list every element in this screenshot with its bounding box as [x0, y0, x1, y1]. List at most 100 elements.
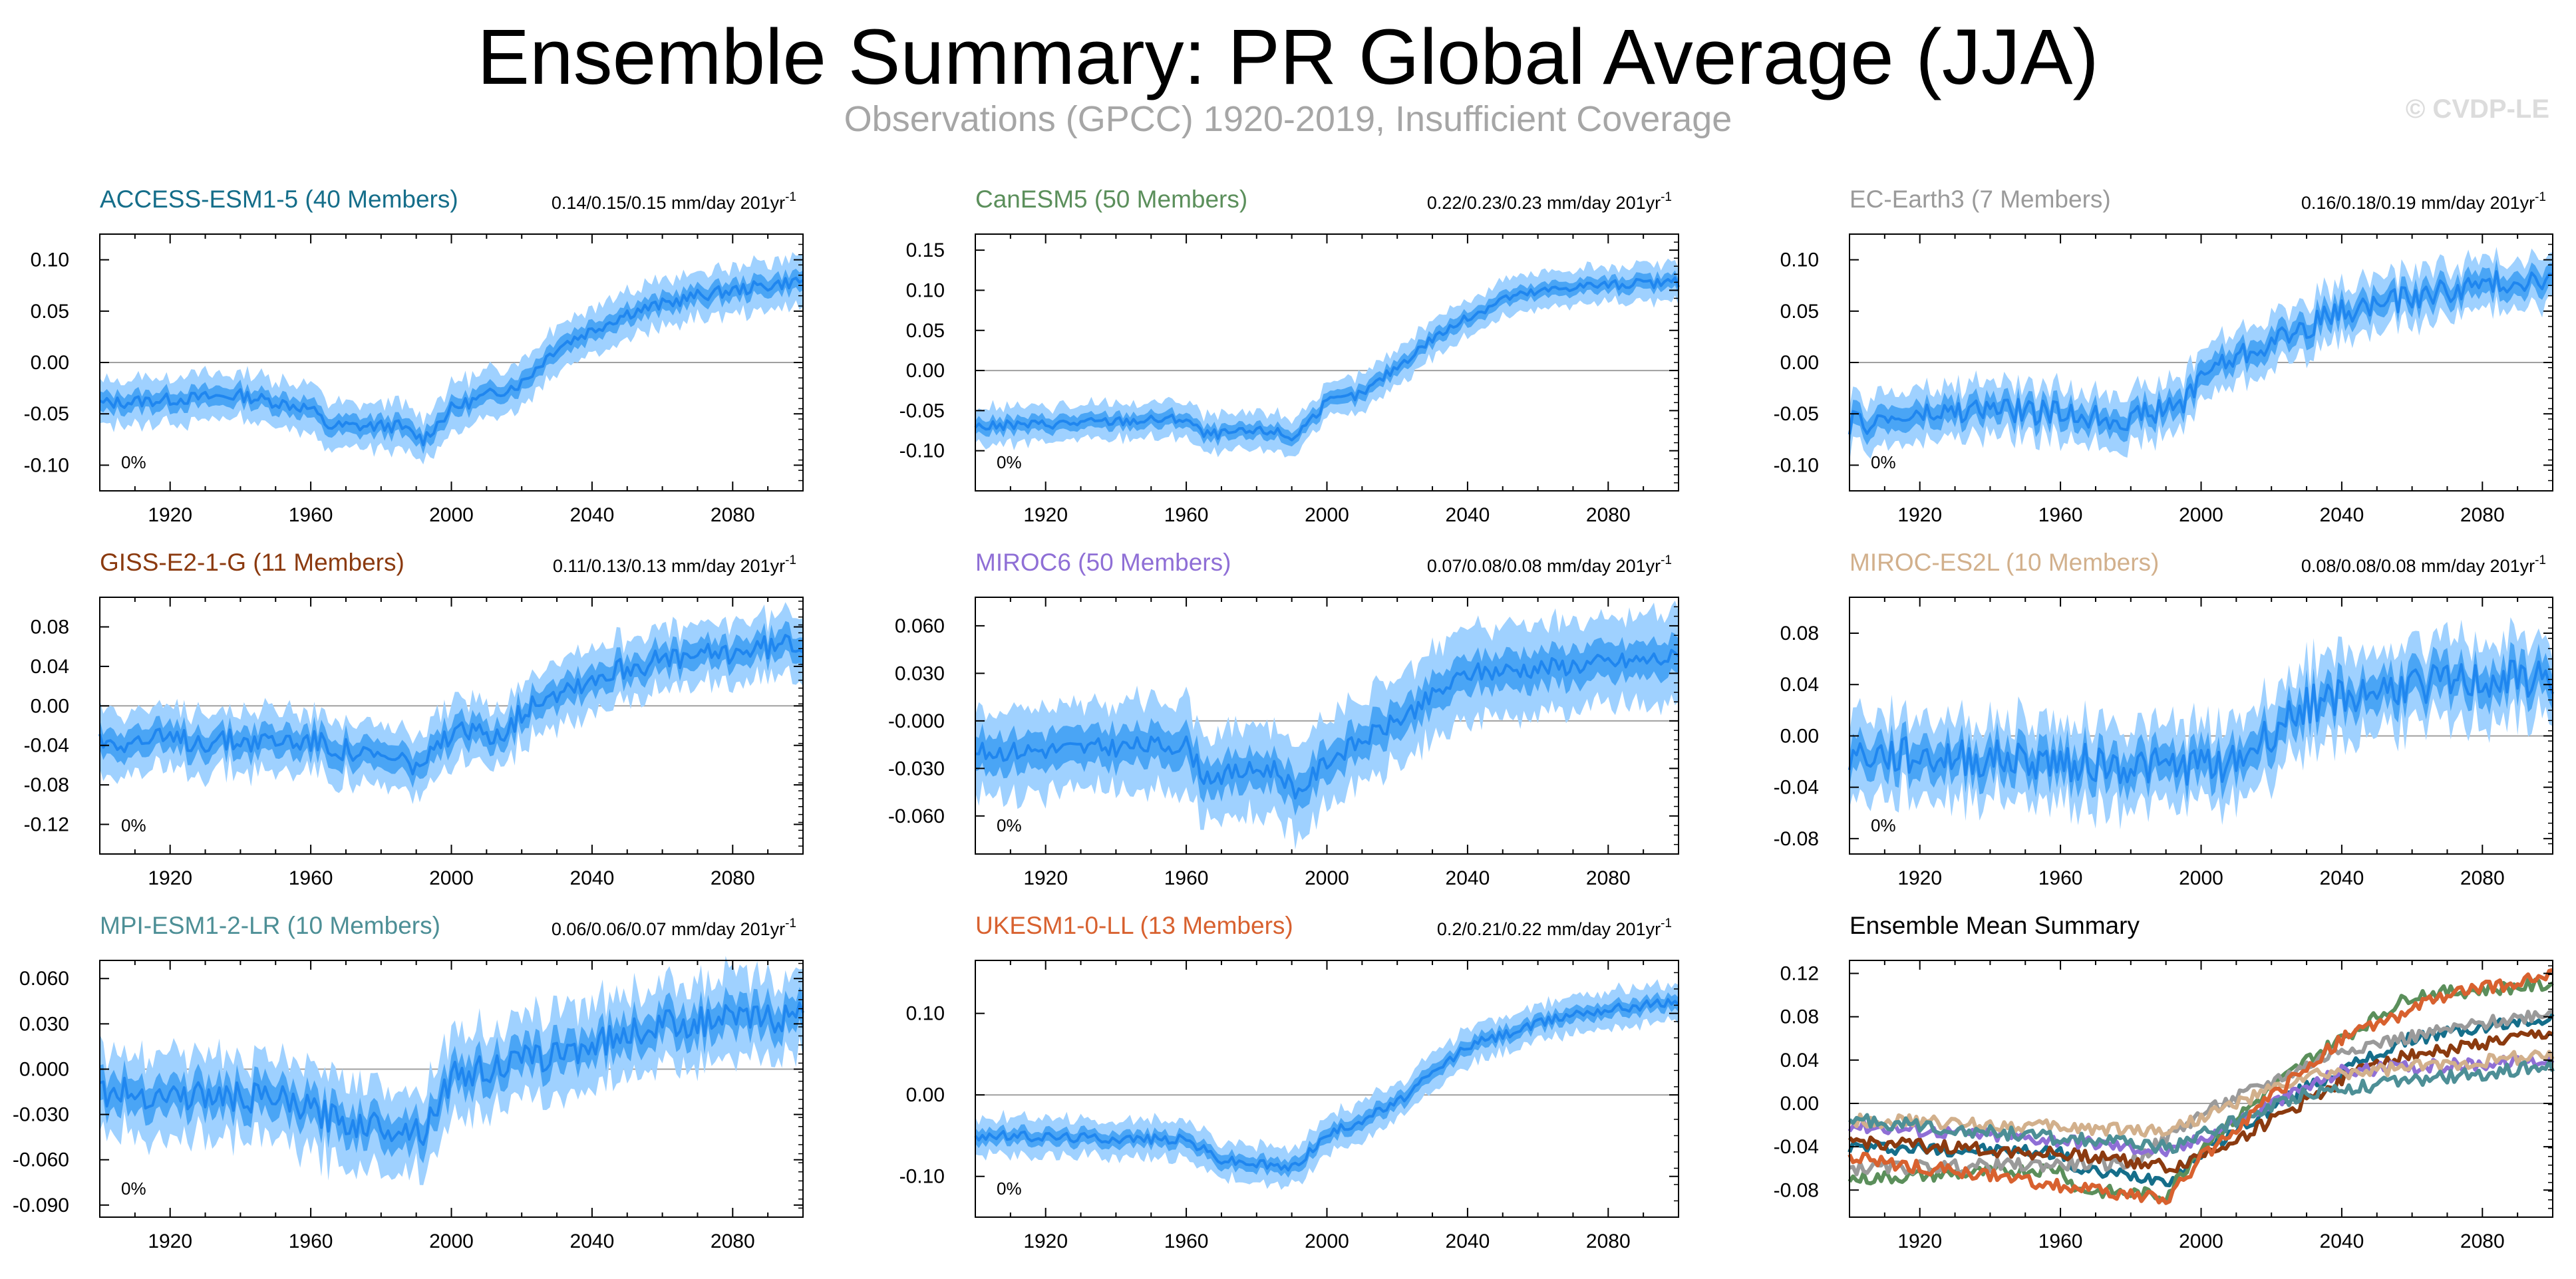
- spread-band-inner: [975, 632, 1679, 816]
- trend-exponent: -1: [785, 553, 796, 567]
- x-tick-label: 2080: [2460, 504, 2505, 526]
- ensemble-mean-line: [975, 648, 1680, 800]
- x-tick-label: 1920: [148, 1230, 192, 1252]
- ensemble-mean-line: [1848, 270, 2553, 435]
- x-tick-label: 2040: [1446, 1230, 1490, 1252]
- x-tick-label: 1920: [1023, 1230, 1068, 1252]
- x-tick-label: 1960: [289, 504, 333, 526]
- x-tick-label: 2000: [1305, 504, 1349, 526]
- trend-exponent: -1: [1661, 190, 1672, 204]
- trend-label: 0.06/0.06/0.07 mm/day 201yr-1: [552, 917, 796, 939]
- trend-exponent: -1: [785, 190, 796, 204]
- x-tick-label: 1960: [1164, 867, 1209, 889]
- chart-panel: MPI-ESM1-2-LR (10 Members) 0.06/0.06/0.07…: [13, 912, 804, 1252]
- trend-value: 0.07/0.08/0.08 mm/day 201yr: [1427, 556, 1661, 576]
- series-line: [1848, 977, 2554, 1204]
- y-tick-label: 0.10: [31, 249, 69, 271]
- x-tick-label: 1920: [1023, 867, 1068, 889]
- y-tick-label: 0.10: [906, 279, 945, 301]
- ensemble-mean-line: [974, 276, 1680, 442]
- y-tick-label: -0.10: [1774, 454, 1819, 476]
- trend-label: 0.2/0.21/0.22 mm/day 201yr-1: [1437, 917, 1672, 939]
- y-tick-label: -0.10: [24, 454, 69, 476]
- x-tick-label: 2000: [429, 504, 474, 526]
- panel-title: Ensemble Mean Summary: [1850, 912, 2140, 939]
- y-tick-label: 0.08: [1780, 623, 1819, 644]
- y-tick-label: 0.00: [1780, 1093, 1819, 1115]
- spread-band-outer: [975, 601, 1679, 850]
- y-tick-label: 0.08: [1780, 1006, 1819, 1028]
- y-tick-label: 0.04: [1780, 674, 1819, 696]
- x-tick-label: 2040: [570, 1230, 615, 1252]
- trend-exponent: -1: [1661, 917, 1672, 930]
- y-tick-label: -0.05: [24, 403, 69, 425]
- coverage-label: 0%: [997, 452, 1022, 472]
- chart-panel: MIROC-ES2L (10 Members) 0.08/0.08/0.08 mm…: [1774, 549, 2554, 889]
- spread-band-outer: [975, 258, 1679, 458]
- x-tick-label: 2000: [429, 867, 474, 889]
- x-tick-label: 2080: [1586, 867, 1631, 889]
- page-subtitle: Observations (GPCC) 1920-2019, Insuffici…: [844, 99, 1732, 139]
- y-tick-label: -0.000: [888, 710, 945, 732]
- trend-value: 0.22/0.23/0.23 mm/day 201yr: [1427, 193, 1661, 213]
- y-tick-label: -0.090: [13, 1195, 69, 1216]
- trend-value: 0.14/0.15/0.15 mm/day 201yr: [552, 193, 785, 213]
- x-tick-label: 2000: [1305, 1230, 1349, 1252]
- panel-title: MIROC6 (50 Members): [975, 549, 1231, 576]
- coverage-label: 0%: [121, 815, 146, 835]
- spread-band-outer: [1850, 617, 2553, 830]
- x-tick-label: 2040: [2320, 504, 2364, 526]
- y-tick-label: 0.00: [906, 360, 945, 382]
- trend-value: 0.2/0.21/0.22 mm/day 201yr: [1437, 919, 1661, 939]
- y-tick-label: -0.060: [888, 805, 945, 827]
- panel-title: MIROC-ES2L (10 Members): [1850, 549, 2159, 576]
- y-tick-label: -0.04: [1774, 777, 1819, 799]
- trend-label: 0.16/0.18/0.19 mm/day 201yr-1: [2301, 190, 2546, 213]
- x-tick-label: 2040: [2320, 1230, 2364, 1252]
- x-tick-label: 2000: [2179, 504, 2223, 526]
- trend-label: 0.07/0.08/0.08 mm/day 201yr-1: [1427, 553, 1672, 576]
- trend-exponent: -1: [785, 917, 796, 930]
- coverage-label: 0%: [1871, 815, 1896, 835]
- x-tick-label: 1960: [2038, 504, 2083, 526]
- chart-panel: MIROC6 (50 Members) 0.07/0.08/0.08 mm/day…: [888, 549, 1680, 889]
- x-tick-label: 2000: [429, 1230, 474, 1252]
- panel-title: MPI-ESM1-2-LR (10 Members): [100, 912, 440, 939]
- x-tick-label: 1920: [1897, 1230, 1942, 1252]
- y-tick-label: -0.05: [1774, 403, 1819, 425]
- x-tick-label: 1920: [1023, 504, 1068, 526]
- y-tick-label: 0.060: [19, 968, 69, 990]
- trend-value: 0.06/0.06/0.07 mm/day 201yr: [552, 919, 785, 939]
- y-tick-label: -0.08: [24, 774, 69, 796]
- x-tick-label: 2000: [2179, 1230, 2223, 1252]
- y-tick-label: 0.060: [895, 615, 945, 637]
- y-tick-label: 0.00: [906, 1084, 945, 1106]
- panel-title: UKESM1-0-LL (13 Members): [975, 912, 1293, 939]
- series-line: [1848, 1060, 2555, 1154]
- y-tick-label: 0.05: [906, 320, 945, 342]
- trend-label: 0.14/0.15/0.15 mm/day 201yr-1: [552, 190, 796, 213]
- trend-label: 0.08/0.08/0.08 mm/day 201yr-1: [2301, 553, 2546, 576]
- y-tick-label: 0.00: [31, 352, 69, 374]
- panel-title: ACCESS-ESM1-5 (40 Members): [100, 186, 458, 213]
- y-tick-label: -0.10: [899, 440, 945, 462]
- y-tick-label: 0.00: [31, 695, 69, 717]
- chart-panel: GISS-E2-1-G (11 Members) 0.11/0.13/0.13 m…: [24, 549, 804, 889]
- trend-exponent: -1: [1661, 553, 1672, 567]
- y-tick-label: 0.00: [1780, 725, 1819, 747]
- y-tick-label: 0.04: [31, 656, 69, 678]
- spread-band-outer: [1850, 247, 2553, 462]
- spread-band-inner: [1850, 642, 2553, 803]
- x-tick-label: 2000: [2179, 867, 2223, 889]
- y-tick-label: 0.000: [19, 1058, 69, 1080]
- y-tick-label: -0.030: [13, 1104, 69, 1126]
- ensemble-mean-line: [99, 1002, 804, 1146]
- x-tick-label: 1960: [2038, 867, 2083, 889]
- y-tick-label: -0.08: [1774, 828, 1819, 850]
- y-tick-label: 0.08: [31, 617, 69, 639]
- x-tick-label: 2080: [711, 867, 755, 889]
- y-tick-label: 0.05: [1780, 301, 1819, 323]
- x-tick-label: 2080: [1586, 1230, 1631, 1252]
- x-tick-label: 2040: [1446, 504, 1490, 526]
